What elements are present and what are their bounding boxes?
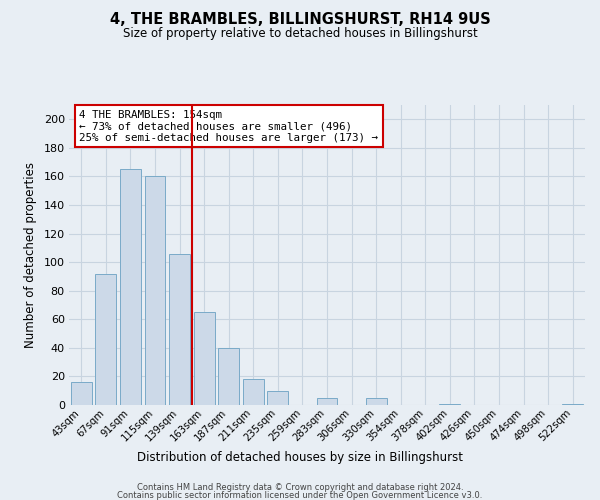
Bar xyxy=(194,312,215,405)
Y-axis label: Number of detached properties: Number of detached properties xyxy=(24,162,37,348)
Bar xyxy=(365,398,386,405)
Bar xyxy=(95,274,116,405)
Bar xyxy=(243,380,264,405)
Text: Size of property relative to detached houses in Billingshurst: Size of property relative to detached ho… xyxy=(122,28,478,40)
Bar xyxy=(145,176,166,405)
Text: 4, THE BRAMBLES, BILLINGSHURST, RH14 9US: 4, THE BRAMBLES, BILLINGSHURST, RH14 9US xyxy=(110,12,490,28)
Bar xyxy=(317,398,337,405)
Bar xyxy=(562,404,583,405)
Bar xyxy=(169,254,190,405)
Bar xyxy=(268,390,289,405)
Bar xyxy=(71,382,92,405)
Text: Contains HM Land Registry data © Crown copyright and database right 2024.: Contains HM Land Registry data © Crown c… xyxy=(137,483,463,492)
Text: Distribution of detached houses by size in Billingshurst: Distribution of detached houses by size … xyxy=(137,451,463,464)
Text: 4 THE BRAMBLES: 154sqm
← 73% of detached houses are smaller (496)
25% of semi-de: 4 THE BRAMBLES: 154sqm ← 73% of detached… xyxy=(79,110,379,142)
Bar xyxy=(120,170,141,405)
Bar xyxy=(218,348,239,405)
Bar xyxy=(439,404,460,405)
Text: Contains public sector information licensed under the Open Government Licence v3: Contains public sector information licen… xyxy=(118,492,482,500)
